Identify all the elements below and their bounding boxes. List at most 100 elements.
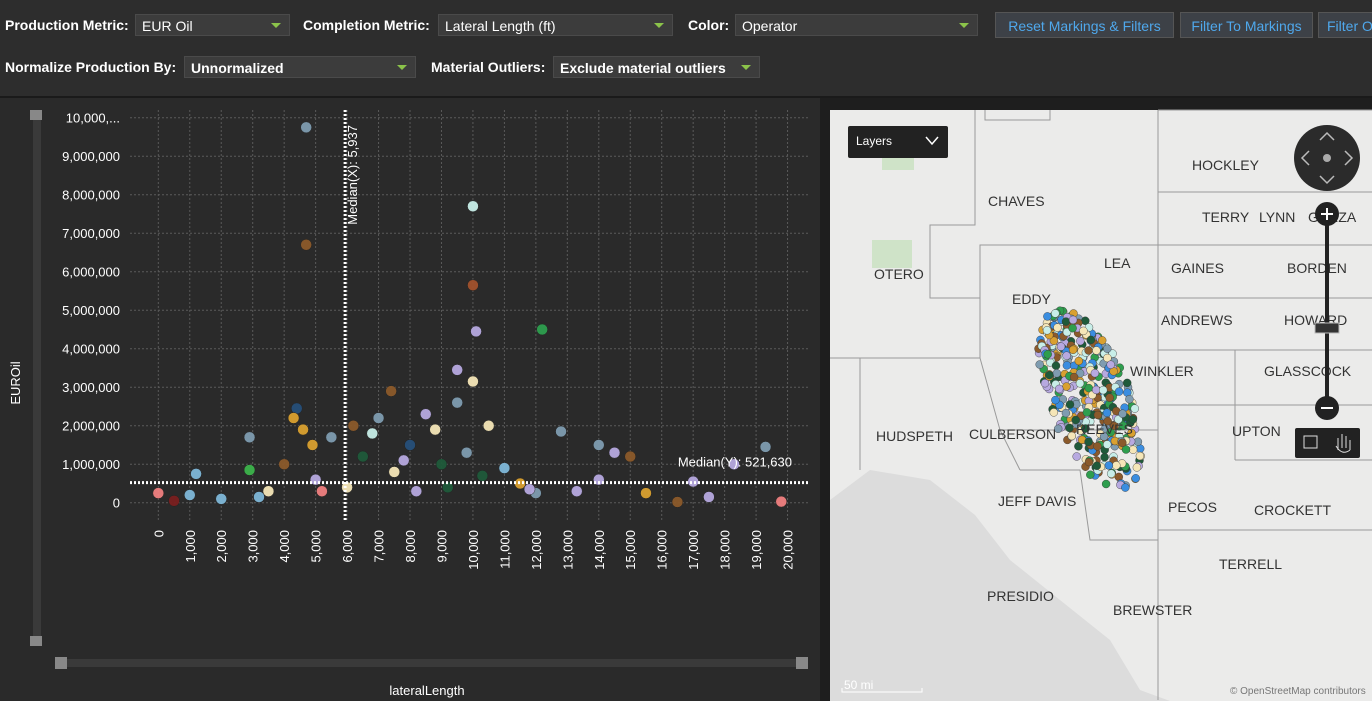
point xyxy=(410,485,423,497)
well-dot xyxy=(1042,326,1052,335)
point xyxy=(571,485,583,497)
point xyxy=(523,483,536,496)
y-tick-label: 1,000,000 xyxy=(62,457,120,472)
well-dot xyxy=(1074,442,1083,451)
select-tool[interactable] xyxy=(1303,435,1318,449)
dropdown[interactable]: Operator xyxy=(735,14,978,36)
well-dot xyxy=(1084,346,1093,355)
well-dot xyxy=(1065,400,1075,409)
well-dot xyxy=(1062,351,1071,360)
x-tick-label: 1,000 xyxy=(183,530,198,563)
point xyxy=(728,458,740,470)
point xyxy=(357,450,369,463)
well-dot xyxy=(1065,423,1074,433)
point xyxy=(608,446,621,459)
point xyxy=(404,439,416,451)
pan-tool[interactable] xyxy=(1335,434,1351,453)
x-tick-label: 8,000 xyxy=(403,530,418,563)
well-dot xyxy=(1128,415,1138,424)
map-label: PECOS xyxy=(1168,499,1217,515)
well-dot xyxy=(1121,483,1130,492)
well-dot xyxy=(1081,424,1090,433)
well-dot xyxy=(1103,344,1112,353)
x-tick-label: 3,000 xyxy=(246,530,261,563)
well-dot xyxy=(1127,428,1136,438)
median-label: Median(X): 5,937 xyxy=(345,125,360,225)
zoom-track[interactable] xyxy=(1325,214,1329,408)
slider-handle[interactable] xyxy=(55,657,67,669)
point xyxy=(451,396,463,409)
border xyxy=(984,110,1051,121)
button[interactable]: Filter To Markings xyxy=(1180,12,1313,38)
button[interactable]: Reset Markings & Filters xyxy=(995,12,1174,38)
well-dot xyxy=(1062,382,1071,391)
well-dot xyxy=(1131,474,1140,483)
point xyxy=(168,495,180,507)
well-dot xyxy=(1106,469,1116,478)
x-tick-label: 2,000 xyxy=(214,530,229,563)
well-dot xyxy=(1114,415,1123,424)
zoom-handle[interactable] xyxy=(1314,322,1340,334)
point xyxy=(262,485,275,497)
control-label: Completion Metric: xyxy=(303,17,430,33)
well-dot xyxy=(1102,408,1112,417)
button[interactable]: Filter O xyxy=(1318,12,1372,38)
y-slider[interactable] xyxy=(33,112,41,642)
dropdown[interactable]: Lateral Length (ft) xyxy=(438,14,673,36)
well-dot xyxy=(1103,417,1112,426)
map-label: TERRELL xyxy=(1219,556,1282,572)
well-dot xyxy=(1091,385,1101,395)
well-dot xyxy=(1106,428,1116,437)
map: HOCKLEY CHAVES TERRY LYNN GARZA LEA GAIN… xyxy=(830,109,1372,701)
point xyxy=(300,239,312,251)
point xyxy=(593,473,605,486)
x-tick-label: 4,000 xyxy=(277,530,292,563)
x-tick-label: 16,000 xyxy=(655,530,670,570)
point xyxy=(385,385,397,397)
dropdown[interactable]: EUR Oil xyxy=(135,14,290,36)
control-label: Color: xyxy=(688,17,730,33)
point xyxy=(470,325,482,338)
y-tick-label: 9,000,000 xyxy=(62,149,120,164)
median-label: Median(Y): 521,630 xyxy=(678,455,792,470)
point xyxy=(290,402,303,415)
well-dot xyxy=(1053,424,1063,433)
well-dot xyxy=(1114,387,1124,396)
layers-button[interactable] xyxy=(848,126,948,158)
x-tick-label: 17,000 xyxy=(686,530,701,570)
slider-handle[interactable] xyxy=(796,657,808,669)
dropdown[interactable]: Exclude material outliers xyxy=(553,56,760,78)
x-slider[interactable] xyxy=(58,659,806,667)
point xyxy=(624,450,636,463)
x-tick-label: 0 xyxy=(151,530,166,537)
map-label: HUDSPETH xyxy=(876,428,953,444)
well-dot xyxy=(1084,437,1093,446)
well-dot xyxy=(1084,457,1094,467)
point xyxy=(152,487,165,499)
x-tick-label: 19,000 xyxy=(749,530,764,570)
map-label: WINKLER xyxy=(1130,363,1194,379)
slider-handle[interactable] xyxy=(30,636,42,646)
chevron xyxy=(925,136,939,146)
well-dot xyxy=(1099,432,1109,441)
point xyxy=(215,493,227,505)
well-dot xyxy=(1075,369,1085,378)
map-label: UPTON xyxy=(1232,423,1281,439)
dropdown[interactable]: Unnormalized xyxy=(184,56,416,78)
point xyxy=(640,487,652,499)
well-dot xyxy=(1049,408,1059,417)
well-dot xyxy=(1121,445,1131,454)
point xyxy=(467,375,479,388)
control-label: Production Metric: xyxy=(5,17,129,33)
well-dot xyxy=(1086,335,1096,345)
x-tick-label: 6,000 xyxy=(340,530,355,563)
map-label: CULBERSON xyxy=(969,426,1056,442)
well-dot xyxy=(1100,453,1109,462)
mexico xyxy=(830,470,1170,701)
well-dot xyxy=(1103,353,1112,363)
slider-handle[interactable] xyxy=(30,110,42,120)
point xyxy=(278,458,290,470)
point xyxy=(347,419,360,432)
